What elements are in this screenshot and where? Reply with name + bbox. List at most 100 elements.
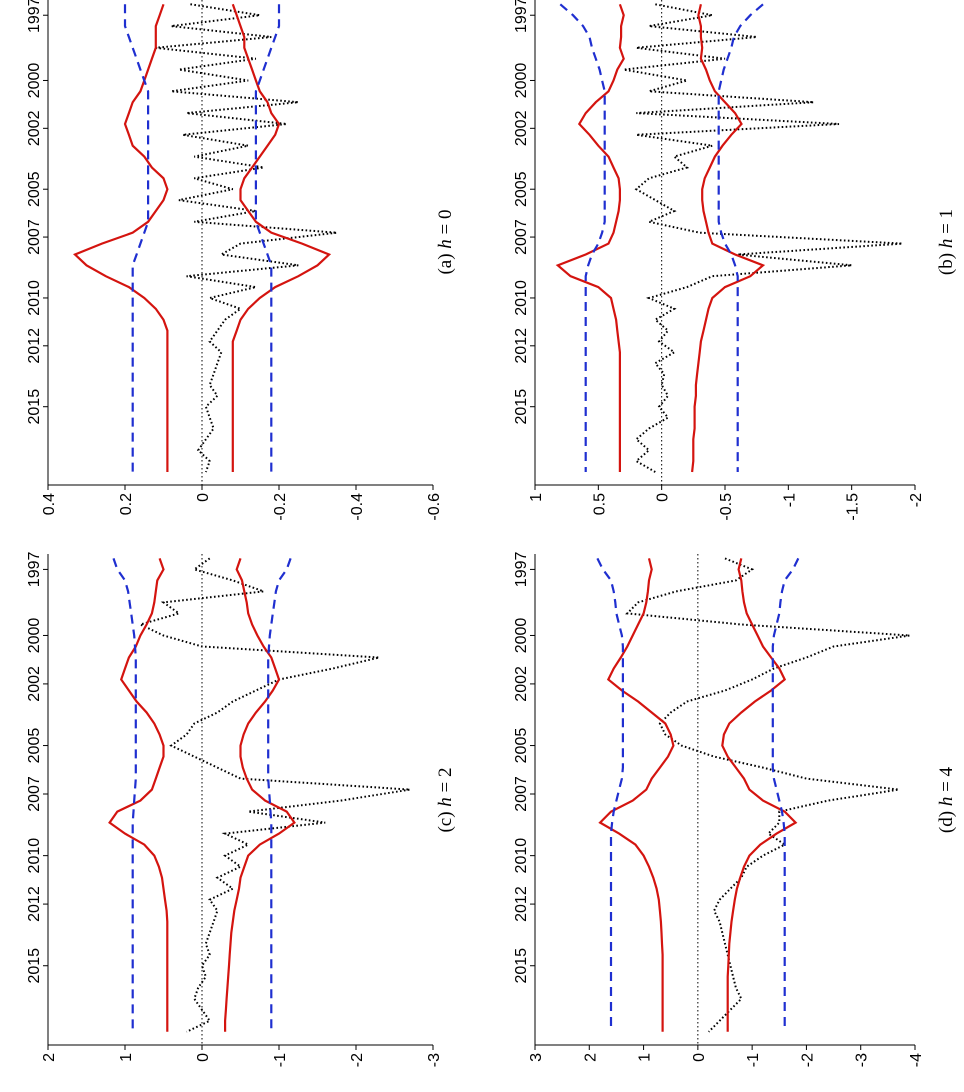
series-line-band-upper — [72, 3, 169, 472]
value-tick-label: 0 — [655, 493, 672, 502]
series-line-band-upper — [108, 558, 169, 1032]
time-tick-label: 2002 — [26, 666, 43, 702]
series-line-crit-lower — [254, 4, 281, 472]
value-tick-label: 1 — [118, 1053, 135, 1062]
panel-title: (d) h = 4 — [936, 766, 957, 833]
value-tick-label: 0.4 — [41, 493, 58, 515]
time-tick-label: 1997 — [513, 552, 530, 588]
time-tick-label: 2002 — [26, 110, 43, 146]
value-tick-label: 0 — [691, 1053, 708, 1062]
value-tick-label: 2 — [41, 1053, 58, 1062]
series-line-dotted — [625, 557, 910, 1033]
time-tick-label: 2015 — [26, 389, 43, 425]
value-tick-label: -1 — [272, 1053, 289, 1067]
time-tick-label: 2000 — [26, 63, 43, 99]
panel-title-prefix: (a) — [435, 249, 456, 275]
time-tick-label: 2005 — [513, 728, 530, 764]
value-tick-label: 1 — [637, 1053, 654, 1062]
time-tick-label: 2007 — [513, 776, 530, 812]
panel-title-prefix: (d) — [936, 806, 957, 833]
value-tick-label: -1 — [781, 493, 798, 507]
time-tick-label: 2012 — [513, 328, 530, 364]
value-tick-label: -0.6 — [426, 493, 443, 521]
value-tick-label: -0.4 — [349, 493, 366, 521]
value-tick-label: 0.5 — [591, 493, 608, 515]
panel-a: 0.4 0.2 0 -0.2 -0.4 -0.6 1997 2000 2002 2005 2007 2… — [26, 0, 456, 521]
time-tick-label: 1997 — [513, 0, 530, 33]
series-line-band-upper — [598, 558, 675, 1032]
panel-title-variable: h — [936, 239, 957, 249]
value-tick-label: -2 — [349, 1053, 366, 1067]
panel-title-prefix: (b) — [936, 248, 957, 275]
panel-c: 2 1 0 -1 -2 -3 1997 2000 2002 2005 2007 2010 2012 201… — [26, 552, 456, 1068]
panel-title-value: = 0 — [435, 209, 456, 239]
series-line-crit-lower — [717, 3, 764, 472]
time-tick-label: 2012 — [513, 886, 530, 922]
time-tick-label: 1997 — [26, 0, 43, 33]
value-tick-label: 0 — [195, 1053, 212, 1062]
series-line-band-lower — [691, 4, 766, 473]
series-line-dotted — [623, 3, 903, 473]
time-tick-label: 2012 — [26, 328, 43, 364]
value-tick-label: -2 — [799, 1053, 816, 1067]
series-line-dotted — [137, 557, 411, 1033]
series-line-crit-upper — [559, 3, 606, 472]
time-tick-label: 2000 — [513, 618, 530, 654]
series-line-crit-lower — [771, 557, 800, 1032]
time-tick-label: 2000 — [513, 63, 530, 99]
panel-title-value: = 1 — [936, 209, 957, 239]
panel-title: (a) h = 0 — [435, 209, 456, 274]
value-tick-label: 0 — [195, 493, 212, 502]
panel-d: 3 2 1 0 -1 -2 -3 -4 1997 2000 2002 2005 2007 2010 2012… — [513, 552, 957, 1068]
time-tick-label: 2005 — [26, 171, 43, 207]
value-tick-label: 2 — [582, 1053, 599, 1062]
time-tick-label: 2000 — [26, 618, 43, 654]
panel-b: 1 0.5 0 -0.5 -1 -1.5 -2 1997 2000 2002 2005 2007 201… — [513, 0, 957, 521]
panel-title: (c) h = 2 — [435, 767, 456, 832]
time-tick-label: 2007 — [26, 219, 43, 255]
value-tick-label: -1 — [745, 1053, 762, 1067]
panel-title-variable: h — [435, 797, 456, 807]
value-tick-label: 0.2 — [118, 493, 135, 515]
series-line-crit-upper — [123, 4, 150, 472]
time-tick-label: 2007 — [513, 219, 530, 255]
time-tick-label: 2007 — [26, 776, 43, 812]
panel-title: (b) h = 1 — [936, 209, 957, 275]
panel-title-variable: h — [435, 239, 456, 249]
panel-title-variable: h — [936, 797, 957, 807]
value-tick-label: 1 — [528, 493, 545, 502]
panel-title-value: = 4 — [936, 766, 957, 796]
time-tick-label: 2005 — [513, 171, 530, 207]
value-tick-label: -4 — [908, 1053, 925, 1067]
series-line-dotted — [155, 3, 337, 473]
value-tick-label: -3 — [426, 1053, 443, 1067]
time-tick-label: 2015 — [513, 389, 530, 425]
series-line-crit-upper — [596, 557, 625, 1032]
value-tick-label: -3 — [854, 1053, 871, 1067]
series-line-band-lower — [231, 3, 332, 472]
value-tick-label: -1.5 — [845, 493, 862, 521]
time-tick-label: 2010 — [513, 280, 530, 316]
series-line-band-lower — [224, 558, 296, 1032]
series-line-crit-upper — [112, 558, 137, 1032]
time-tick-label: 1997 — [26, 552, 43, 588]
time-tick-label: 2015 — [26, 948, 43, 984]
time-tick-label: 2010 — [26, 280, 43, 316]
time-tick-label: 2002 — [513, 110, 530, 146]
time-tick-label: 2002 — [513, 666, 530, 702]
panel-title-value: = 2 — [435, 767, 456, 797]
value-tick-label: -0.5 — [718, 493, 735, 521]
time-tick-label: 2010 — [26, 838, 43, 874]
time-tick-label: 2005 — [26, 728, 43, 764]
panel-title-prefix: (c) — [435, 807, 456, 833]
time-tick-label: 2010 — [513, 838, 530, 874]
series-line-band-lower — [721, 558, 798, 1032]
time-tick-label: 2015 — [513, 948, 530, 984]
series-line-crit-lower — [267, 558, 292, 1032]
value-tick-label: -0.2 — [272, 493, 289, 521]
series-line-band-upper — [555, 3, 625, 472]
value-tick-label: -2 — [908, 493, 925, 507]
value-tick-label: 3 — [528, 1053, 545, 1062]
time-tick-label: 2012 — [26, 886, 43, 922]
